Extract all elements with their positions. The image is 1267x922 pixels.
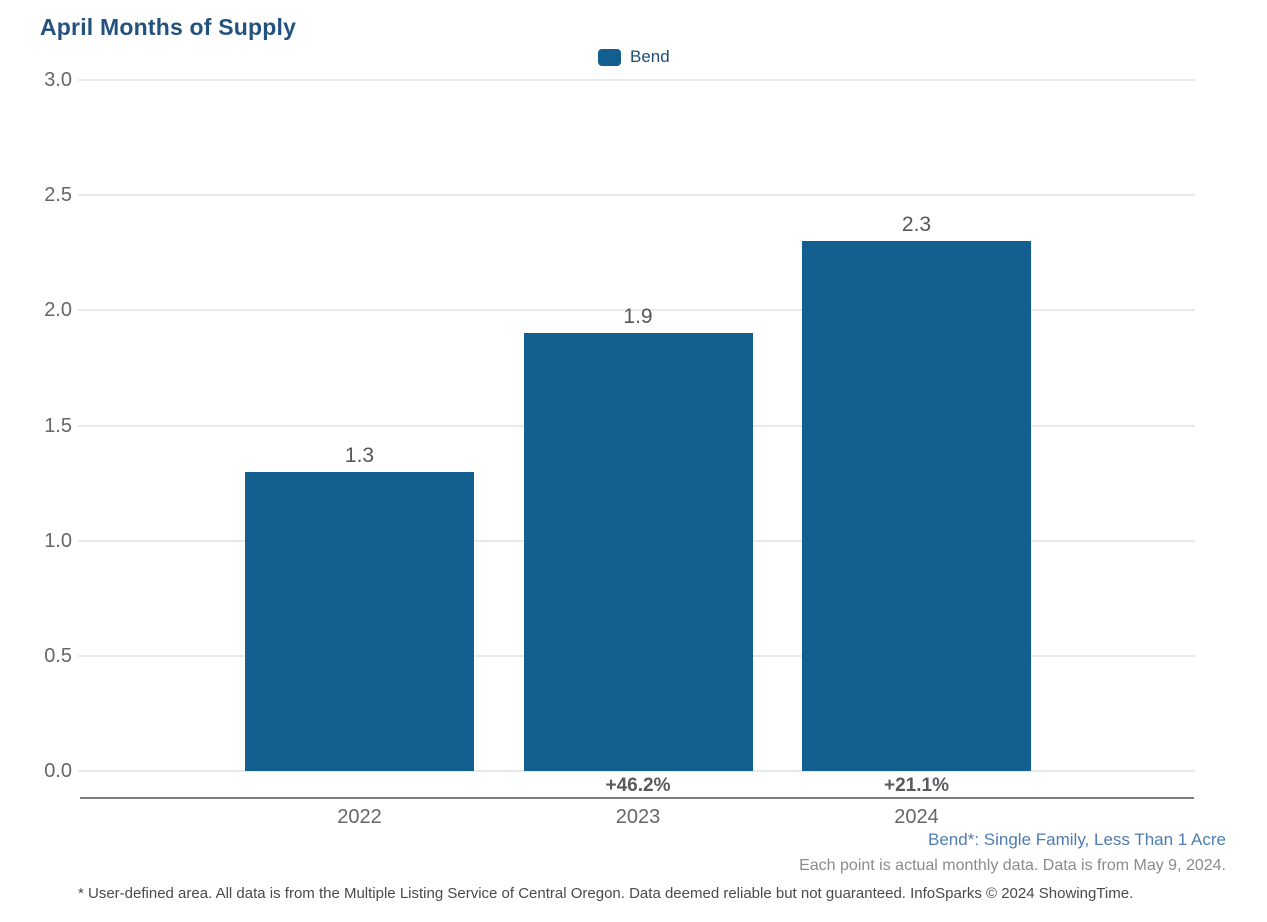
- legend-swatch-icon: [598, 48, 621, 66]
- x-axis-label: 2023: [615, 806, 661, 828]
- data-date-note: Each point is actual monthly data. Data …: [799, 857, 1226, 874]
- chart-title: April Months of Supply: [40, 14, 297, 40]
- bar-value-label: 2.3: [901, 213, 932, 237]
- disclaimer-note: * User-defined area. All data is from th…: [78, 885, 1134, 902]
- y-axis-tick-label: 0.5: [44, 644, 72, 667]
- gridline: [78, 194, 1195, 197]
- y-axis-tick-label: 3.0: [44, 69, 72, 91]
- series-definition-note: Bend*: Single Family, Less Than 1 Acre: [928, 830, 1226, 849]
- gridline: [78, 309, 1195, 312]
- y-axis-tick-label: 1.5: [44, 414, 72, 437]
- x-axis-label: 2022: [337, 806, 382, 828]
- x-axis-label: 2024: [894, 806, 939, 828]
- legend-item-bend[interactable]: Bend: [598, 47, 670, 67]
- bar-value-label: 1.3: [344, 443, 375, 467]
- bar-2024[interactable]: [802, 241, 1031, 771]
- bar-value-label: 1.9: [623, 305, 653, 329]
- bar-2022[interactable]: [245, 471, 474, 771]
- change-label: +21.1%: [884, 775, 949, 796]
- y-axis-tick-label: 2.0: [44, 299, 72, 322]
- bar-2023[interactable]: [523, 333, 753, 771]
- change-label: +46.2%: [605, 775, 671, 796]
- legend-label: Bend: [630, 47, 670, 66]
- x-axis-line: [80, 797, 1194, 799]
- gridline: [78, 79, 1195, 81]
- y-axis-tick-label: 2.5: [44, 184, 72, 207]
- y-axis-tick-label: 1.0: [44, 529, 72, 552]
- y-axis-tick-label: 0.0: [44, 760, 72, 782]
- gridline: [78, 770, 1195, 772]
